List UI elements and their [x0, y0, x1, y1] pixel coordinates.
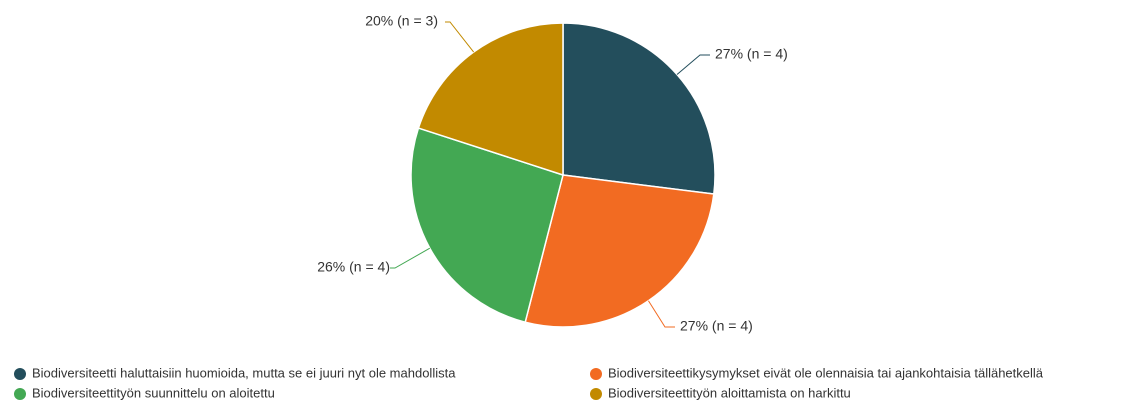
legend-marker	[14, 388, 26, 400]
pie-slice	[417, 22, 564, 177]
leader-line	[390, 247, 431, 269]
legend-marker	[590, 368, 602, 380]
legend-marker	[14, 368, 26, 380]
slice-label: 27% (n = 4)	[715, 46, 788, 62]
leader-line	[445, 21, 475, 53]
leader-line	[648, 300, 675, 328]
legend-marker	[590, 388, 602, 400]
slice-label: 20% (n = 3)	[365, 13, 438, 29]
leader-line	[676, 54, 710, 75]
pie-slice	[562, 22, 716, 195]
slice-label: 26% (n = 4)	[317, 259, 390, 275]
legend-label: Biodiversiteettityön aloittamista on har…	[608, 385, 851, 400]
legend-label: Biodiversiteetti haluttaisiin huomioida,…	[32, 365, 456, 380]
legend-label: Biodiversiteettikysymykset eivät ole ole…	[608, 365, 1044, 380]
pie-slice	[410, 127, 564, 324]
legend-label: Biodiversiteettityön suunnittelu on aloi…	[32, 385, 275, 400]
slice-label: 27% (n = 4)	[680, 318, 753, 334]
